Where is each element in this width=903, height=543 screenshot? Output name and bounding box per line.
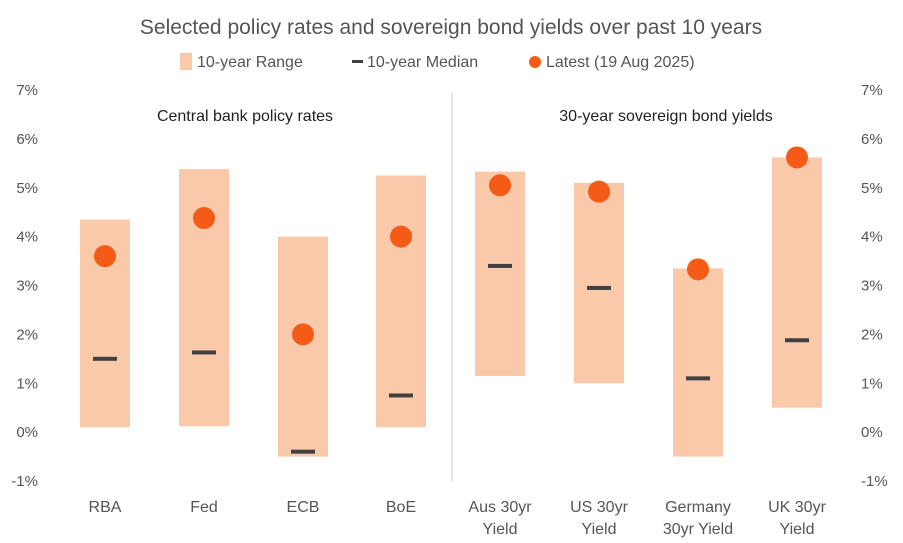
legend-median-label: 10-year Median — [367, 54, 478, 71]
median-marker — [192, 350, 216, 355]
median-marker — [291, 449, 315, 454]
y-tick-label-right: 7% — [861, 82, 883, 99]
median-marker — [587, 285, 611, 290]
range-bar — [772, 157, 822, 408]
y-axis-right: -1% 0% 1% 2% 3% 4% 5% 6% 7% — [861, 82, 888, 490]
range-bar — [673, 268, 723, 457]
range-bar — [475, 171, 525, 376]
y-tick-label-left: 2% — [16, 326, 38, 343]
category-label: US 30yr Yield — [570, 499, 628, 538]
legend-latest-label: Latest (19 Aug 2025) — [546, 54, 695, 71]
y-tick-label-left: 5% — [16, 180, 38, 197]
latest-marker — [390, 225, 412, 248]
latest-marker — [292, 323, 314, 346]
range-bar — [278, 236, 328, 457]
y-tick-label-right: 4% — [861, 229, 883, 246]
y-tick-label-left: -1% — [11, 473, 38, 490]
y-tick-label-left: 7% — [16, 82, 38, 99]
y-tick-label-right: 5% — [861, 180, 883, 197]
panel-label-bond-yields: 30-year sovereign bond yields — [559, 108, 772, 125]
y-tick-label-left: 0% — [16, 424, 38, 441]
y-tick-label-right: 3% — [861, 278, 883, 295]
latest-marker — [489, 174, 511, 197]
range-bar — [574, 182, 624, 384]
y-tick-label-left: 3% — [16, 278, 38, 295]
y-tick-label-right: 0% — [861, 424, 883, 441]
latest-marker — [786, 146, 808, 169]
category-label: ECB — [287, 499, 320, 516]
y-tick-label-left: 6% — [16, 131, 38, 148]
y-tick-label-left: 4% — [16, 229, 38, 246]
category-label: RBA — [89, 499, 122, 516]
legend-median-swatch — [352, 60, 363, 63]
median-markers — [93, 263, 809, 454]
y-tick-label-right: 6% — [861, 131, 883, 148]
chart-title: Selected policy rates and sovereign bond… — [140, 16, 762, 39]
latest-marker — [94, 245, 116, 268]
latest-markers — [94, 146, 808, 346]
y-tick-label-right: 2% — [861, 326, 883, 343]
legend-latest-swatch — [529, 56, 541, 68]
category-label: UK 30yr Yield — [768, 499, 826, 538]
panel-label-policy-rates: Central bank policy rates — [157, 108, 333, 125]
y-tick-label-left: 1% — [16, 375, 38, 392]
median-marker — [488, 263, 512, 268]
category-label: BoE — [386, 499, 416, 516]
range-bars — [80, 157, 822, 457]
range-bar — [376, 175, 426, 428]
latest-marker — [193, 207, 215, 230]
latest-marker — [588, 180, 610, 203]
category-labels: RBA Fed ECB BoE Aus 30yr Yield US 30yr Yield Ger… — [89, 499, 827, 538]
category-label: Germany 30yr Yield — [663, 499, 733, 538]
median-marker — [93, 356, 117, 361]
category-label: Fed — [190, 499, 218, 516]
legend: 10-year Range 10-year Median Latest (19 … — [180, 53, 695, 71]
median-marker — [686, 376, 710, 381]
y-axis-left: -1% 0% 1% 2% 3% 4% 5% 6% 7% — [11, 82, 38, 490]
y-tick-label-right: 1% — [861, 375, 883, 392]
category-label: Aus 30yr Yield — [468, 499, 532, 538]
legend-range-label: 10-year Range — [197, 54, 303, 71]
y-tick-label-right: -1% — [861, 473, 888, 490]
median-marker — [389, 393, 413, 398]
latest-marker — [687, 258, 709, 281]
legend-range-swatch — [180, 53, 192, 70]
median-marker — [785, 338, 809, 343]
